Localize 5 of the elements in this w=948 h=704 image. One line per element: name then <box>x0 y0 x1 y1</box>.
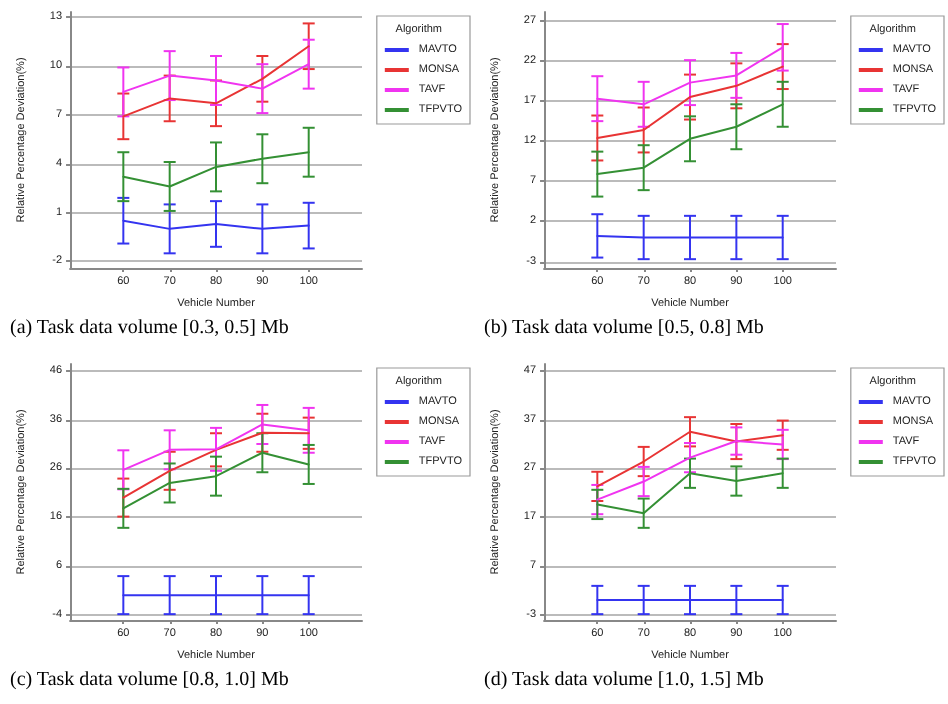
text: (d) Task data volume [1.0, 1.5] Mb <box>484 669 764 691</box>
text: (c) Task data volume [0.8, 1.0] Mb <box>10 669 289 691</box>
text: (a) Task data volume [0.3, 0.5] Mb <box>10 317 289 339</box>
line-series <box>122 431 310 499</box>
text: (b) Task data volume [0.5, 0.8] Mb <box>484 317 764 339</box>
